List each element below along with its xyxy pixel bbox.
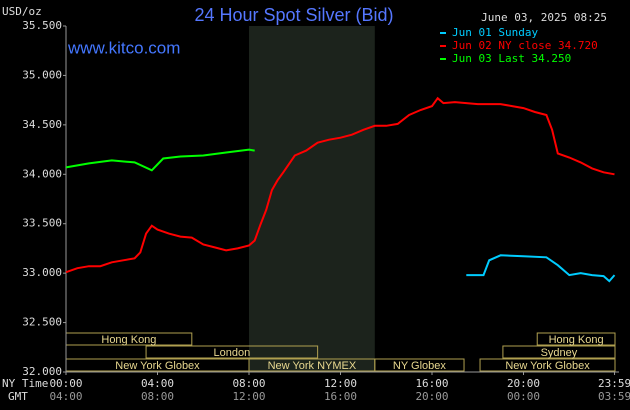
session-box xyxy=(479,358,616,372)
y-tick-label: 32.500 xyxy=(22,316,62,329)
x-tick-label: 12:00 xyxy=(324,377,357,390)
session-label: New York Globex xyxy=(505,360,590,372)
session-label: Hong Kong xyxy=(101,334,156,346)
watermark: www.kitco.com xyxy=(67,38,180,57)
y-tick-label: 32.000 xyxy=(22,365,62,378)
legend-label: Jun 01 Sunday xyxy=(452,26,538,39)
y-tick-label: 34.000 xyxy=(22,167,62,180)
session-label: Sydney xyxy=(541,347,578,359)
y-tick-label: 35.000 xyxy=(22,68,62,81)
session-box xyxy=(374,358,465,372)
session-label: New York NYMEX xyxy=(268,360,357,372)
series-line xyxy=(466,254,616,283)
chart-title: 24 Hour Spot Silver (Bid) xyxy=(194,5,393,25)
session-box xyxy=(145,345,319,359)
x-tick-label: 00:00 xyxy=(49,377,82,390)
x-tick-label: 20:00 xyxy=(507,377,540,390)
session-label: New York Globex xyxy=(115,360,200,372)
x-tick-label: 16:00 xyxy=(415,377,448,390)
gmt-tick-label: 08:00 xyxy=(141,390,174,403)
x-row-label: NY Time xyxy=(2,377,48,390)
legend-label: Jun 02 NY close 34.720 xyxy=(452,39,598,52)
series-line xyxy=(65,148,255,172)
x-tick-label: 04:00 xyxy=(141,377,174,390)
gmt-tick-label: 20:00 xyxy=(415,390,448,403)
y-tick-label: 33.000 xyxy=(22,266,62,279)
gmt-tick-label: 00:00 xyxy=(507,390,540,403)
y-tick-label: 34.500 xyxy=(22,118,62,131)
x-row-label: GMT xyxy=(8,390,28,403)
session-label: London xyxy=(213,347,250,359)
gmt-tick-label: 12:00 xyxy=(232,390,265,403)
gmt-tick-label: 16:00 xyxy=(324,390,357,403)
x-tick-label: 23:59 xyxy=(598,377,630,390)
session-shade xyxy=(249,26,375,372)
y-axis-label: USD/oz xyxy=(2,5,42,18)
session-box xyxy=(536,332,616,346)
session-box xyxy=(502,345,616,359)
timestamp: June 03, 2025 08:25 xyxy=(481,11,607,24)
legend-label: Jun 03 Last 34.250 xyxy=(452,52,571,65)
gmt-tick-label: 03:59 xyxy=(598,390,630,403)
session-label: Hong Kong xyxy=(549,334,604,346)
y-tick-label: 33.500 xyxy=(22,217,62,230)
series-line xyxy=(65,96,615,274)
gmt-tick-label: 04:00 xyxy=(49,390,82,403)
x-tick-label: 08:00 xyxy=(232,377,265,390)
session-label: NY Globex xyxy=(393,360,446,372)
y-tick-label: 35.500 xyxy=(22,19,62,32)
